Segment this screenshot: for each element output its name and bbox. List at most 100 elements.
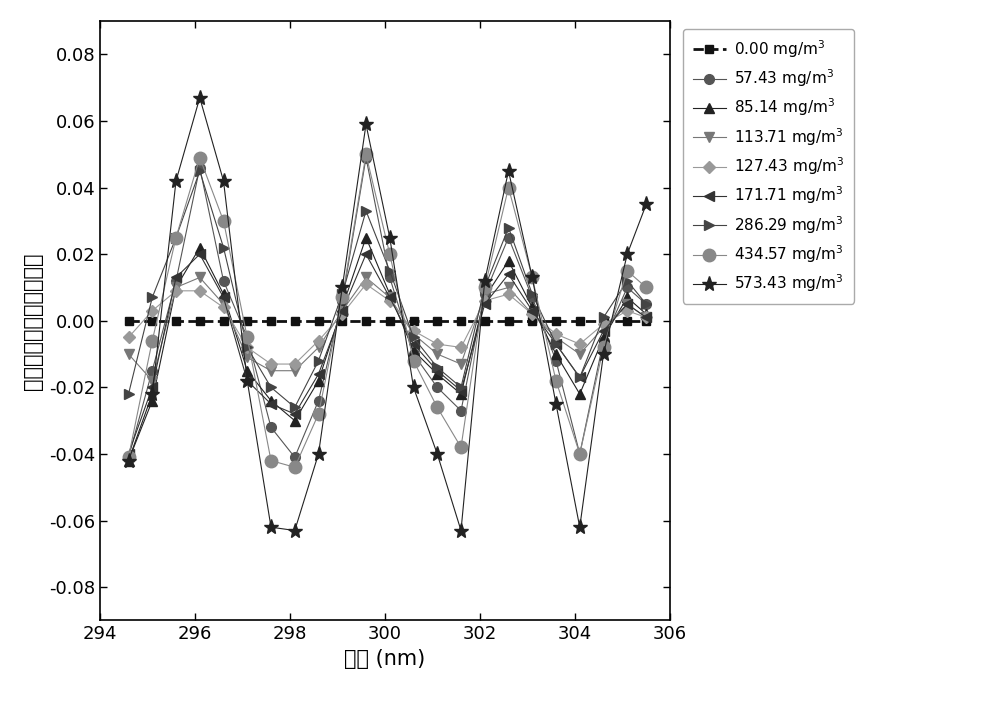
286.29 mg/m$^3$ — [360, 207, 372, 215]
286.29 mg/m$^3$ — [598, 313, 610, 321]
Line: 113.71 mg/m$^3$: 113.71 mg/m$^3$ — [124, 273, 651, 386]
85.14 mg/m$^3$ — [360, 233, 372, 242]
0.00 mg/m$^3$ — [170, 317, 182, 325]
434.57 mg/m$^3$ — [289, 463, 301, 472]
286.29 mg/m$^3$ — [384, 266, 396, 275]
171.71 mg/m$^3$ — [194, 250, 206, 259]
Line: 127.43 mg/m$^3$: 127.43 mg/m$^3$ — [124, 280, 650, 368]
113.71 mg/m$^3$ — [360, 274, 372, 282]
573.43 mg/m$^3$ — [360, 120, 372, 128]
171.71 mg/m$^3$ — [336, 307, 348, 315]
85.14 mg/m$^3$ — [289, 417, 301, 425]
573.43 mg/m$^3$ — [503, 167, 515, 176]
X-axis label: 波长 (nm): 波长 (nm) — [344, 649, 426, 669]
171.71 mg/m$^3$ — [526, 307, 538, 315]
0.00 mg/m$^3$ — [455, 317, 467, 325]
57.43 mg/m$^3$ — [289, 453, 301, 462]
57.43 mg/m$^3$ — [336, 297, 348, 305]
434.57 mg/m$^3$ — [550, 376, 562, 385]
0.00 mg/m$^3$ — [146, 317, 158, 325]
Line: 573.43 mg/m$^3$: 573.43 mg/m$^3$ — [121, 90, 654, 538]
Line: 0.00 mg/m$^3$: 0.00 mg/m$^3$ — [124, 317, 650, 325]
434.57 mg/m$^3$ — [384, 250, 396, 259]
171.71 mg/m$^3$ — [550, 340, 562, 348]
0.00 mg/m$^3$ — [574, 317, 586, 325]
Y-axis label: 重构的紫外差分吸收光谱: 重构的紫外差分吸收光谱 — [23, 252, 43, 390]
85.14 mg/m$^3$ — [408, 347, 420, 355]
434.57 mg/m$^3$ — [503, 183, 515, 192]
57.43 mg/m$^3$ — [218, 276, 230, 285]
434.57 mg/m$^3$ — [170, 233, 182, 242]
286.29 mg/m$^3$ — [503, 223, 515, 232]
127.43 mg/m$^3$ — [550, 330, 562, 338]
127.43 mg/m$^3$ — [503, 290, 515, 298]
171.71 mg/m$^3$ — [241, 376, 253, 385]
286.29 mg/m$^3$ — [123, 390, 135, 398]
127.43 mg/m$^3$ — [265, 360, 277, 368]
573.43 mg/m$^3$ — [194, 94, 206, 102]
171.71 mg/m$^3$ — [360, 250, 372, 259]
127.43 mg/m$^3$ — [574, 340, 586, 348]
286.29 mg/m$^3$ — [431, 363, 443, 372]
434.57 mg/m$^3$ — [146, 336, 158, 345]
434.57 mg/m$^3$ — [479, 283, 491, 292]
127.43 mg/m$^3$ — [455, 343, 467, 352]
113.71 mg/m$^3$ — [503, 283, 515, 292]
85.14 mg/m$^3$ — [265, 396, 277, 405]
0.00 mg/m$^3$ — [313, 317, 325, 325]
573.43 mg/m$^3$ — [408, 383, 420, 391]
286.29 mg/m$^3$ — [146, 293, 158, 302]
0.00 mg/m$^3$ — [123, 317, 135, 325]
85.14 mg/m$^3$ — [431, 370, 443, 379]
0.00 mg/m$^3$ — [194, 317, 206, 325]
127.43 mg/m$^3$ — [123, 333, 135, 342]
113.71 mg/m$^3$ — [431, 350, 443, 358]
0.00 mg/m$^3$ — [621, 317, 633, 325]
0.00 mg/m$^3$ — [550, 317, 562, 325]
434.57 mg/m$^3$ — [640, 283, 652, 292]
57.43 mg/m$^3$ — [621, 283, 633, 292]
57.43 mg/m$^3$ — [384, 274, 396, 282]
113.71 mg/m$^3$ — [621, 300, 633, 308]
113.71 mg/m$^3$ — [123, 350, 135, 358]
127.43 mg/m$^3$ — [479, 297, 491, 305]
85.14 mg/m$^3$ — [503, 257, 515, 265]
113.71 mg/m$^3$ — [408, 330, 420, 338]
171.71 mg/m$^3$ — [313, 370, 325, 379]
0.00 mg/m$^3$ — [408, 317, 420, 325]
573.43 mg/m$^3$ — [526, 274, 538, 282]
434.57 mg/m$^3$ — [598, 343, 610, 352]
171.71 mg/m$^3$ — [455, 386, 467, 395]
286.29 mg/m$^3$ — [455, 383, 467, 391]
113.71 mg/m$^3$ — [336, 307, 348, 315]
573.43 mg/m$^3$ — [431, 450, 443, 458]
113.71 mg/m$^3$ — [313, 343, 325, 352]
127.43 mg/m$^3$ — [408, 326, 420, 335]
0.00 mg/m$^3$ — [241, 317, 253, 325]
171.71 mg/m$^3$ — [408, 340, 420, 348]
286.29 mg/m$^3$ — [289, 403, 301, 412]
Legend: 0.00 mg/m$^3$, 57.43 mg/m$^3$, 85.14 mg/m$^3$, 113.71 mg/m$^3$, 127.43 mg/m$^3$,: 0.00 mg/m$^3$, 57.43 mg/m$^3$, 85.14 mg/… — [683, 29, 854, 304]
286.29 mg/m$^3$ — [621, 276, 633, 285]
127.43 mg/m$^3$ — [621, 307, 633, 315]
0.00 mg/m$^3$ — [336, 317, 348, 325]
127.43 mg/m$^3$ — [526, 310, 538, 319]
434.57 mg/m$^3$ — [431, 403, 443, 412]
57.43 mg/m$^3$ — [170, 276, 182, 285]
573.43 mg/m$^3$ — [241, 376, 253, 385]
573.43 mg/m$^3$ — [123, 456, 135, 465]
0.00 mg/m$^3$ — [640, 317, 652, 325]
573.43 mg/m$^3$ — [265, 523, 277, 532]
57.43 mg/m$^3$ — [431, 383, 443, 391]
434.57 mg/m$^3$ — [526, 274, 538, 282]
127.43 mg/m$^3$ — [431, 340, 443, 348]
434.57 mg/m$^3$ — [313, 410, 325, 418]
573.43 mg/m$^3$ — [384, 233, 396, 242]
573.43 mg/m$^3$ — [146, 390, 158, 398]
573.43 mg/m$^3$ — [455, 527, 467, 535]
127.43 mg/m$^3$ — [640, 313, 652, 321]
57.43 mg/m$^3$ — [146, 367, 158, 375]
286.29 mg/m$^3$ — [479, 283, 491, 292]
171.71 mg/m$^3$ — [503, 270, 515, 278]
85.14 mg/m$^3$ — [170, 283, 182, 292]
